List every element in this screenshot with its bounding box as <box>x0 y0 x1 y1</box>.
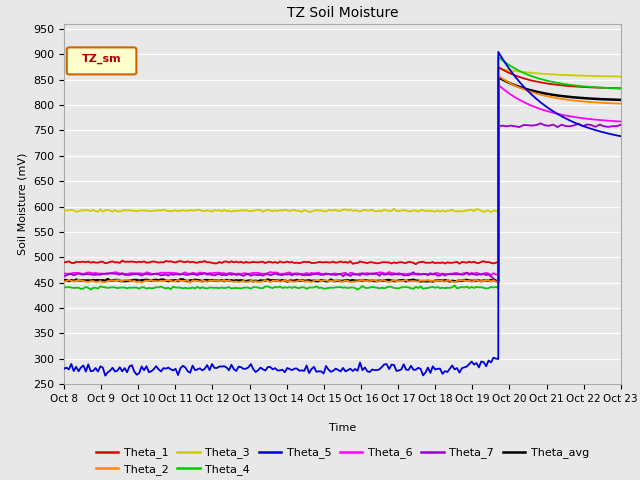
Legend: Theta_1, Theta_2, Theta_3, Theta_4, Theta_5, Theta_6, Theta_7, Theta_avg: Theta_1, Theta_2, Theta_3, Theta_4, Thet… <box>92 443 593 479</box>
Y-axis label: Soil Moisture (mV): Soil Moisture (mV) <box>17 153 28 255</box>
X-axis label: Time: Time <box>329 423 356 433</box>
Text: TZ_sm: TZ_sm <box>81 54 121 64</box>
FancyBboxPatch shape <box>67 48 136 74</box>
Title: TZ Soil Moisture: TZ Soil Moisture <box>287 6 398 20</box>
